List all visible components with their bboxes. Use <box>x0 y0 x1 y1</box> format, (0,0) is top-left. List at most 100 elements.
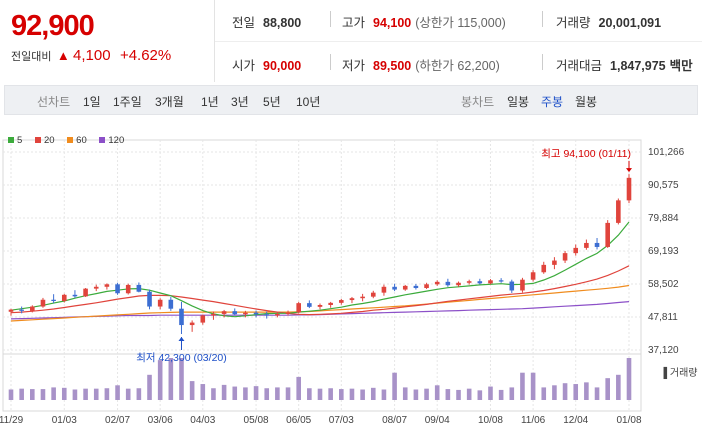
lower-limit: (하한가 62,200) <box>415 59 500 73</box>
volume-bar <box>605 378 610 400</box>
candle-body <box>509 281 515 291</box>
volume-bar <box>413 389 419 400</box>
x-tick-label: 01/08 <box>616 415 641 426</box>
stat-value: 94,100 <box>373 16 412 30</box>
volume-bar <box>30 389 35 400</box>
candle-body <box>328 302 333 305</box>
candle-body <box>456 282 461 286</box>
volume-bar <box>168 358 174 400</box>
divider <box>542 54 543 70</box>
volume-bar <box>402 387 408 400</box>
candle-body <box>466 281 472 283</box>
ma-5-line <box>10 221 630 318</box>
period-3y[interactable]: 3년 <box>231 95 249 109</box>
candle-body <box>61 294 67 301</box>
candle-body <box>296 303 301 313</box>
volume-bar <box>296 376 301 400</box>
stat-label: 거래량 <box>556 16 591 30</box>
period-1y[interactable]: 1년 <box>201 95 219 109</box>
chart-toolbar: 선차트 1일 1주일 3개월 1년 3년 5년 10년 봉차트 일봉 주봉 월봉 <box>4 85 698 115</box>
stat-value: 1,847,975 <box>610 59 666 73</box>
candle-body <box>83 288 88 297</box>
volume-bar <box>8 389 14 400</box>
stat-amount: 거래대금 1,847,975 백만 <box>556 55 693 74</box>
stat-label: 전일 <box>232 16 256 30</box>
current-price: 92,900 <box>11 10 95 42</box>
y-tick-label: 79,884 <box>648 213 679 224</box>
volume-bar <box>424 388 429 400</box>
volume-bar <box>275 387 280 400</box>
price-change: 전일대비 ▲ 4,100 +4.62% <box>11 47 171 64</box>
stat-value: 89,500 <box>373 59 412 73</box>
y-tick-label: 37,120 <box>648 345 679 356</box>
stat-high: 고가 94,100 (상한가 115,000) <box>342 12 506 31</box>
period-1w[interactable]: 1주일 <box>113 95 142 109</box>
legend-label: 120 <box>108 135 125 146</box>
volume-label: ▐ 거래량 <box>660 366 697 380</box>
period-3m[interactable]: 3개월 <box>155 95 184 109</box>
candle-body <box>232 311 238 315</box>
volume-bar <box>445 389 451 400</box>
x-tick-label: 02/07 <box>105 415 130 426</box>
volume-bar <box>488 386 493 400</box>
divider <box>542 11 543 27</box>
divider <box>330 54 331 70</box>
candle-body <box>125 284 131 294</box>
candle-body <box>402 285 408 290</box>
x-tick-label: 03/06 <box>148 415 173 426</box>
volume-bar <box>125 388 131 400</box>
period-5y[interactable]: 5년 <box>263 95 281 109</box>
candle-monthly[interactable]: 월봉 <box>575 95 598 109</box>
volume-bar <box>51 387 56 400</box>
x-tick-label: 06/05 <box>286 415 311 426</box>
volume-bar <box>211 388 216 400</box>
candle-body <box>370 292 376 297</box>
x-tick-label: 11/29 <box>0 415 24 426</box>
volume-bar <box>573 384 579 400</box>
volume-bar <box>317 388 323 400</box>
x-tick-label: 07/03 <box>329 415 354 426</box>
volume-bar <box>307 388 312 400</box>
upper-limit: (상한가 115,000) <box>415 16 506 30</box>
stat-volume: 거래량 20,001,091 <box>556 12 661 31</box>
x-tick-label: 11/06 <box>521 415 546 426</box>
candle-body <box>72 294 78 297</box>
candle-body <box>520 279 525 291</box>
chart-legend: 5 20 60 120 <box>8 135 134 146</box>
up-triangle-icon: ▲ <box>56 48 70 63</box>
candle-body <box>243 312 248 315</box>
divider <box>215 41 702 42</box>
x-tick-label: 12/04 <box>563 415 588 426</box>
volume-bar <box>115 385 120 400</box>
stat-prev-close: 전일 88,800 <box>232 12 301 31</box>
legend-ma120: 120 <box>99 135 124 146</box>
volume-bar <box>147 374 152 400</box>
change-percent: +4.62% <box>119 47 172 64</box>
volume-bar <box>19 388 24 400</box>
ma-60-line <box>10 284 630 322</box>
candle-body <box>8 309 14 312</box>
candle-body <box>30 306 35 311</box>
volume-bar <box>626 358 632 400</box>
candle-body <box>19 309 24 311</box>
change-value: 4,100 <box>73 47 111 64</box>
period-1d[interactable]: 1일 <box>83 95 101 109</box>
candle-body <box>115 284 120 294</box>
period-10y[interactable]: 10년 <box>296 95 321 109</box>
stat-low: 저가 89,500 (하한가 62,200) <box>342 55 500 74</box>
candle-body <box>307 303 312 307</box>
volume-bar <box>189 381 195 400</box>
volume-bar <box>584 382 589 400</box>
volume-bar <box>72 389 78 400</box>
candle-body <box>136 284 142 292</box>
volume-bar <box>456 389 461 400</box>
legend-swatch <box>8 137 14 144</box>
chart-canvas: 101,266 90,575 79,884 69,193 58,502 47,811 37,… <box>0 139 697 426</box>
volume-bar <box>498 389 504 400</box>
ma-20-line <box>10 265 630 316</box>
volume-bar <box>93 388 99 400</box>
volume-bar <box>136 388 142 400</box>
candle-weekly[interactable]: 주봉 <box>541 95 564 109</box>
stat-label: 거래대금 <box>556 59 603 73</box>
candle-daily[interactable]: 일봉 <box>507 95 530 109</box>
